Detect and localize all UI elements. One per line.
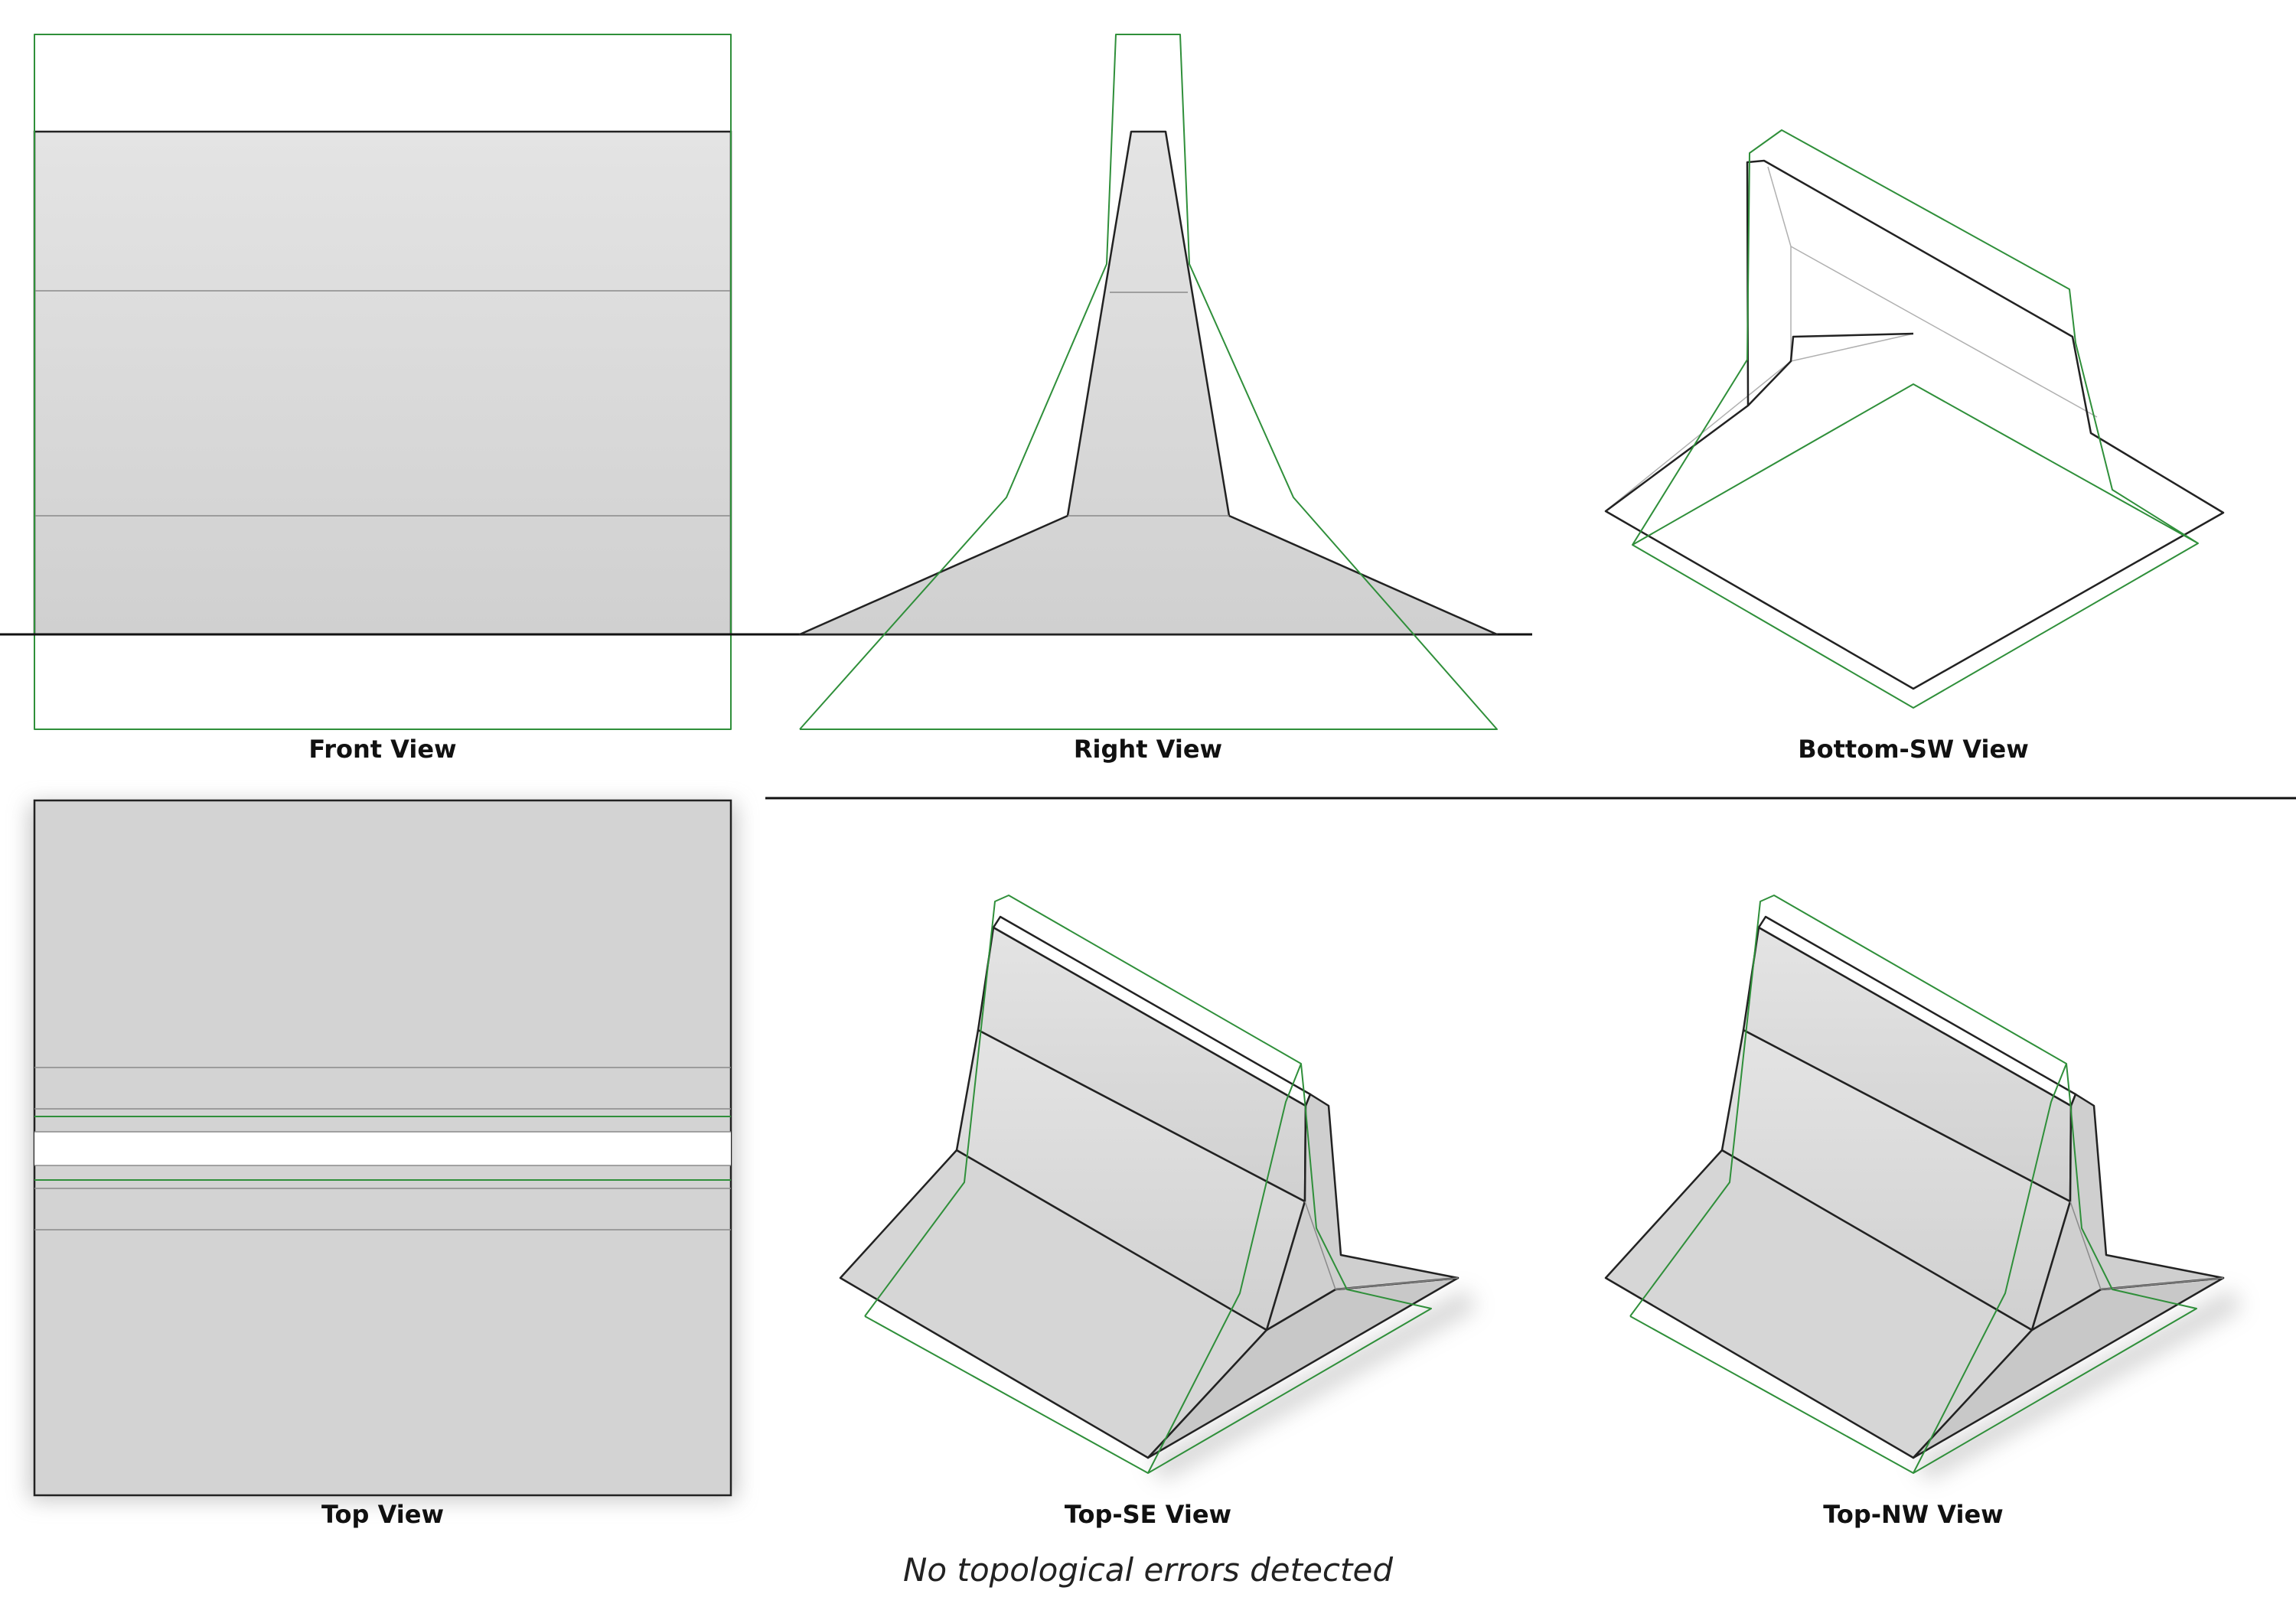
top-se-bounding-box [864,895,1432,1474]
top-nw-bounding-box-side [1913,1063,2067,1474]
front-view-bounding-box [34,34,732,730]
right-view-bounding-box [799,34,1498,730]
top-view-label: Top View [321,1500,444,1529]
top-se-view-label: Top-SE View [1065,1500,1231,1529]
top-nw-edge-1 [2069,1201,2102,1290]
top-nw-bounding-box [1629,895,2197,1474]
bottom-sw-hidden-edge-1 [1767,166,1792,247]
top-se-edge-1 [1304,1201,1336,1290]
bottom-sw-view-label: Bottom-SW View [1798,735,2029,764]
front-view-label: Front View [308,735,456,764]
bottom-sw-bounding-box [1632,129,2199,709]
top-view-ridge-strip [34,1132,731,1165]
top-se-bounding-box-side [1147,1063,1302,1474]
bottom-sw-outline [1604,159,2225,690]
bottom-sw-hidden-edge-5 [1790,333,1914,362]
top-se-view: Top-SE View [839,895,1477,1529]
right-view: Right View [798,34,1499,764]
front-view: Front View [33,34,732,764]
top-nw-edge-2 [2100,1277,2224,1290]
top-view: Top View [29,799,736,1529]
right-view-solid [798,130,1499,636]
top-nw-view-label: Top-NW View [1823,1500,2003,1529]
topology-status-text: No topological errors detected [903,1551,1393,1589]
bottom-sw-view: Bottom-SW View [1604,129,2225,764]
front-view-solid [33,130,732,636]
top-nw-view: Top-NW View [1604,895,2242,1529]
top-nw-shadow [1913,1289,2242,1481]
right-view-label: Right View [1074,735,1222,764]
top-se-edge-2 [1335,1277,1459,1290]
bottom-sw-inner-edge [1747,332,1914,406]
bottom-sw-hidden-edge-2 [1790,246,2098,418]
bottom-sw-hidden-edge-4 [1606,360,1792,510]
top-se-shadow [1148,1289,1477,1481]
